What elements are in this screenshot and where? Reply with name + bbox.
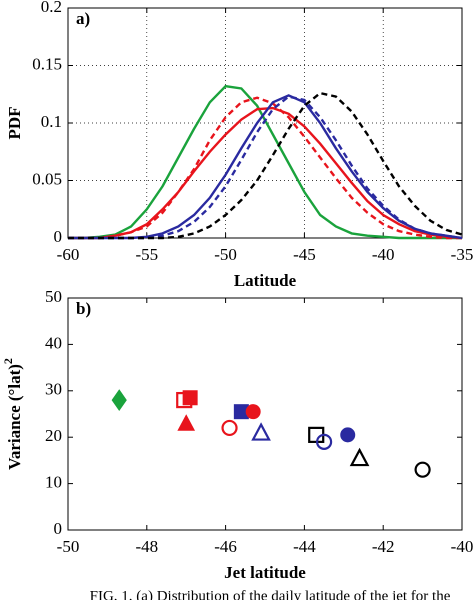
pdf-line — [68, 106, 463, 240]
y-tick-label: 0 — [54, 227, 63, 246]
x-tick-label: -55 — [135, 245, 158, 264]
x-tick-label: -48 — [135, 537, 158, 556]
y-tick-label: 20 — [45, 426, 62, 445]
point — [414, 461, 431, 478]
y-tick-label: 0.2 — [41, 0, 62, 16]
x-tick-label: -40 — [451, 537, 474, 556]
y-tick-label: 0.1 — [41, 112, 62, 131]
caption: FIG. 1. (a) Distribution of the daily la… — [90, 588, 451, 600]
point — [316, 433, 333, 450]
y-axis-label-superscript: 2 — [1, 358, 15, 364]
y-axis-label-text: PDF — [5, 106, 24, 139]
y-tick-label: 30 — [45, 380, 62, 399]
y-axis-label-text: Variance (°lat) — [5, 364, 24, 470]
plot-frame — [67, 7, 463, 239]
point — [221, 419, 238, 437]
x-tick-label: -60 — [57, 245, 80, 264]
point — [177, 414, 196, 431]
panel: 0 10 20 30 40 50 -50 -48 -46 -44 -42 -40 b) Jet latit… — [1, 287, 474, 582]
y-axis-label: Variance (°lat)2 — [1, 358, 24, 470]
y-tick-label: 0.05 — [32, 169, 62, 188]
x-tick-label: -44 — [293, 537, 316, 556]
point — [111, 389, 127, 411]
plot-frame — [67, 297, 463, 531]
panel: 0 0.05 0.1 0.15 0.2 -60 -55 -50 -45 -40 -35 a) Latit… — [5, 0, 473, 290]
y-tick-label: 10 — [45, 473, 62, 492]
point — [340, 427, 356, 443]
panel-label: b) — [76, 299, 91, 318]
x-tick-label: -42 — [372, 537, 395, 556]
x-tick-label: -50 — [214, 245, 237, 264]
x-tick-label: -45 — [293, 245, 316, 264]
point — [251, 422, 271, 441]
y-tick-label: 40 — [45, 333, 62, 352]
pdf-line — [68, 91, 463, 240]
x-tick-label: -40 — [372, 245, 395, 264]
point — [349, 447, 370, 467]
x-axis-label: Jet latitude — [224, 563, 306, 582]
panel-label: a) — [76, 9, 90, 28]
y-tick-label: 0.15 — [32, 54, 62, 73]
y-axis-label: PDF — [5, 106, 24, 139]
pdf-line — [68, 96, 462, 240]
point — [182, 390, 198, 406]
x-axis-label: Latitude — [234, 271, 297, 290]
x-tick-label: -50 — [57, 537, 80, 556]
x-tick-label: -46 — [214, 537, 237, 556]
y-tick-label: 50 — [45, 287, 62, 306]
y-tick-label: 0 — [54, 519, 63, 538]
x-tick-label: -35 — [451, 245, 474, 264]
point — [245, 404, 261, 420]
